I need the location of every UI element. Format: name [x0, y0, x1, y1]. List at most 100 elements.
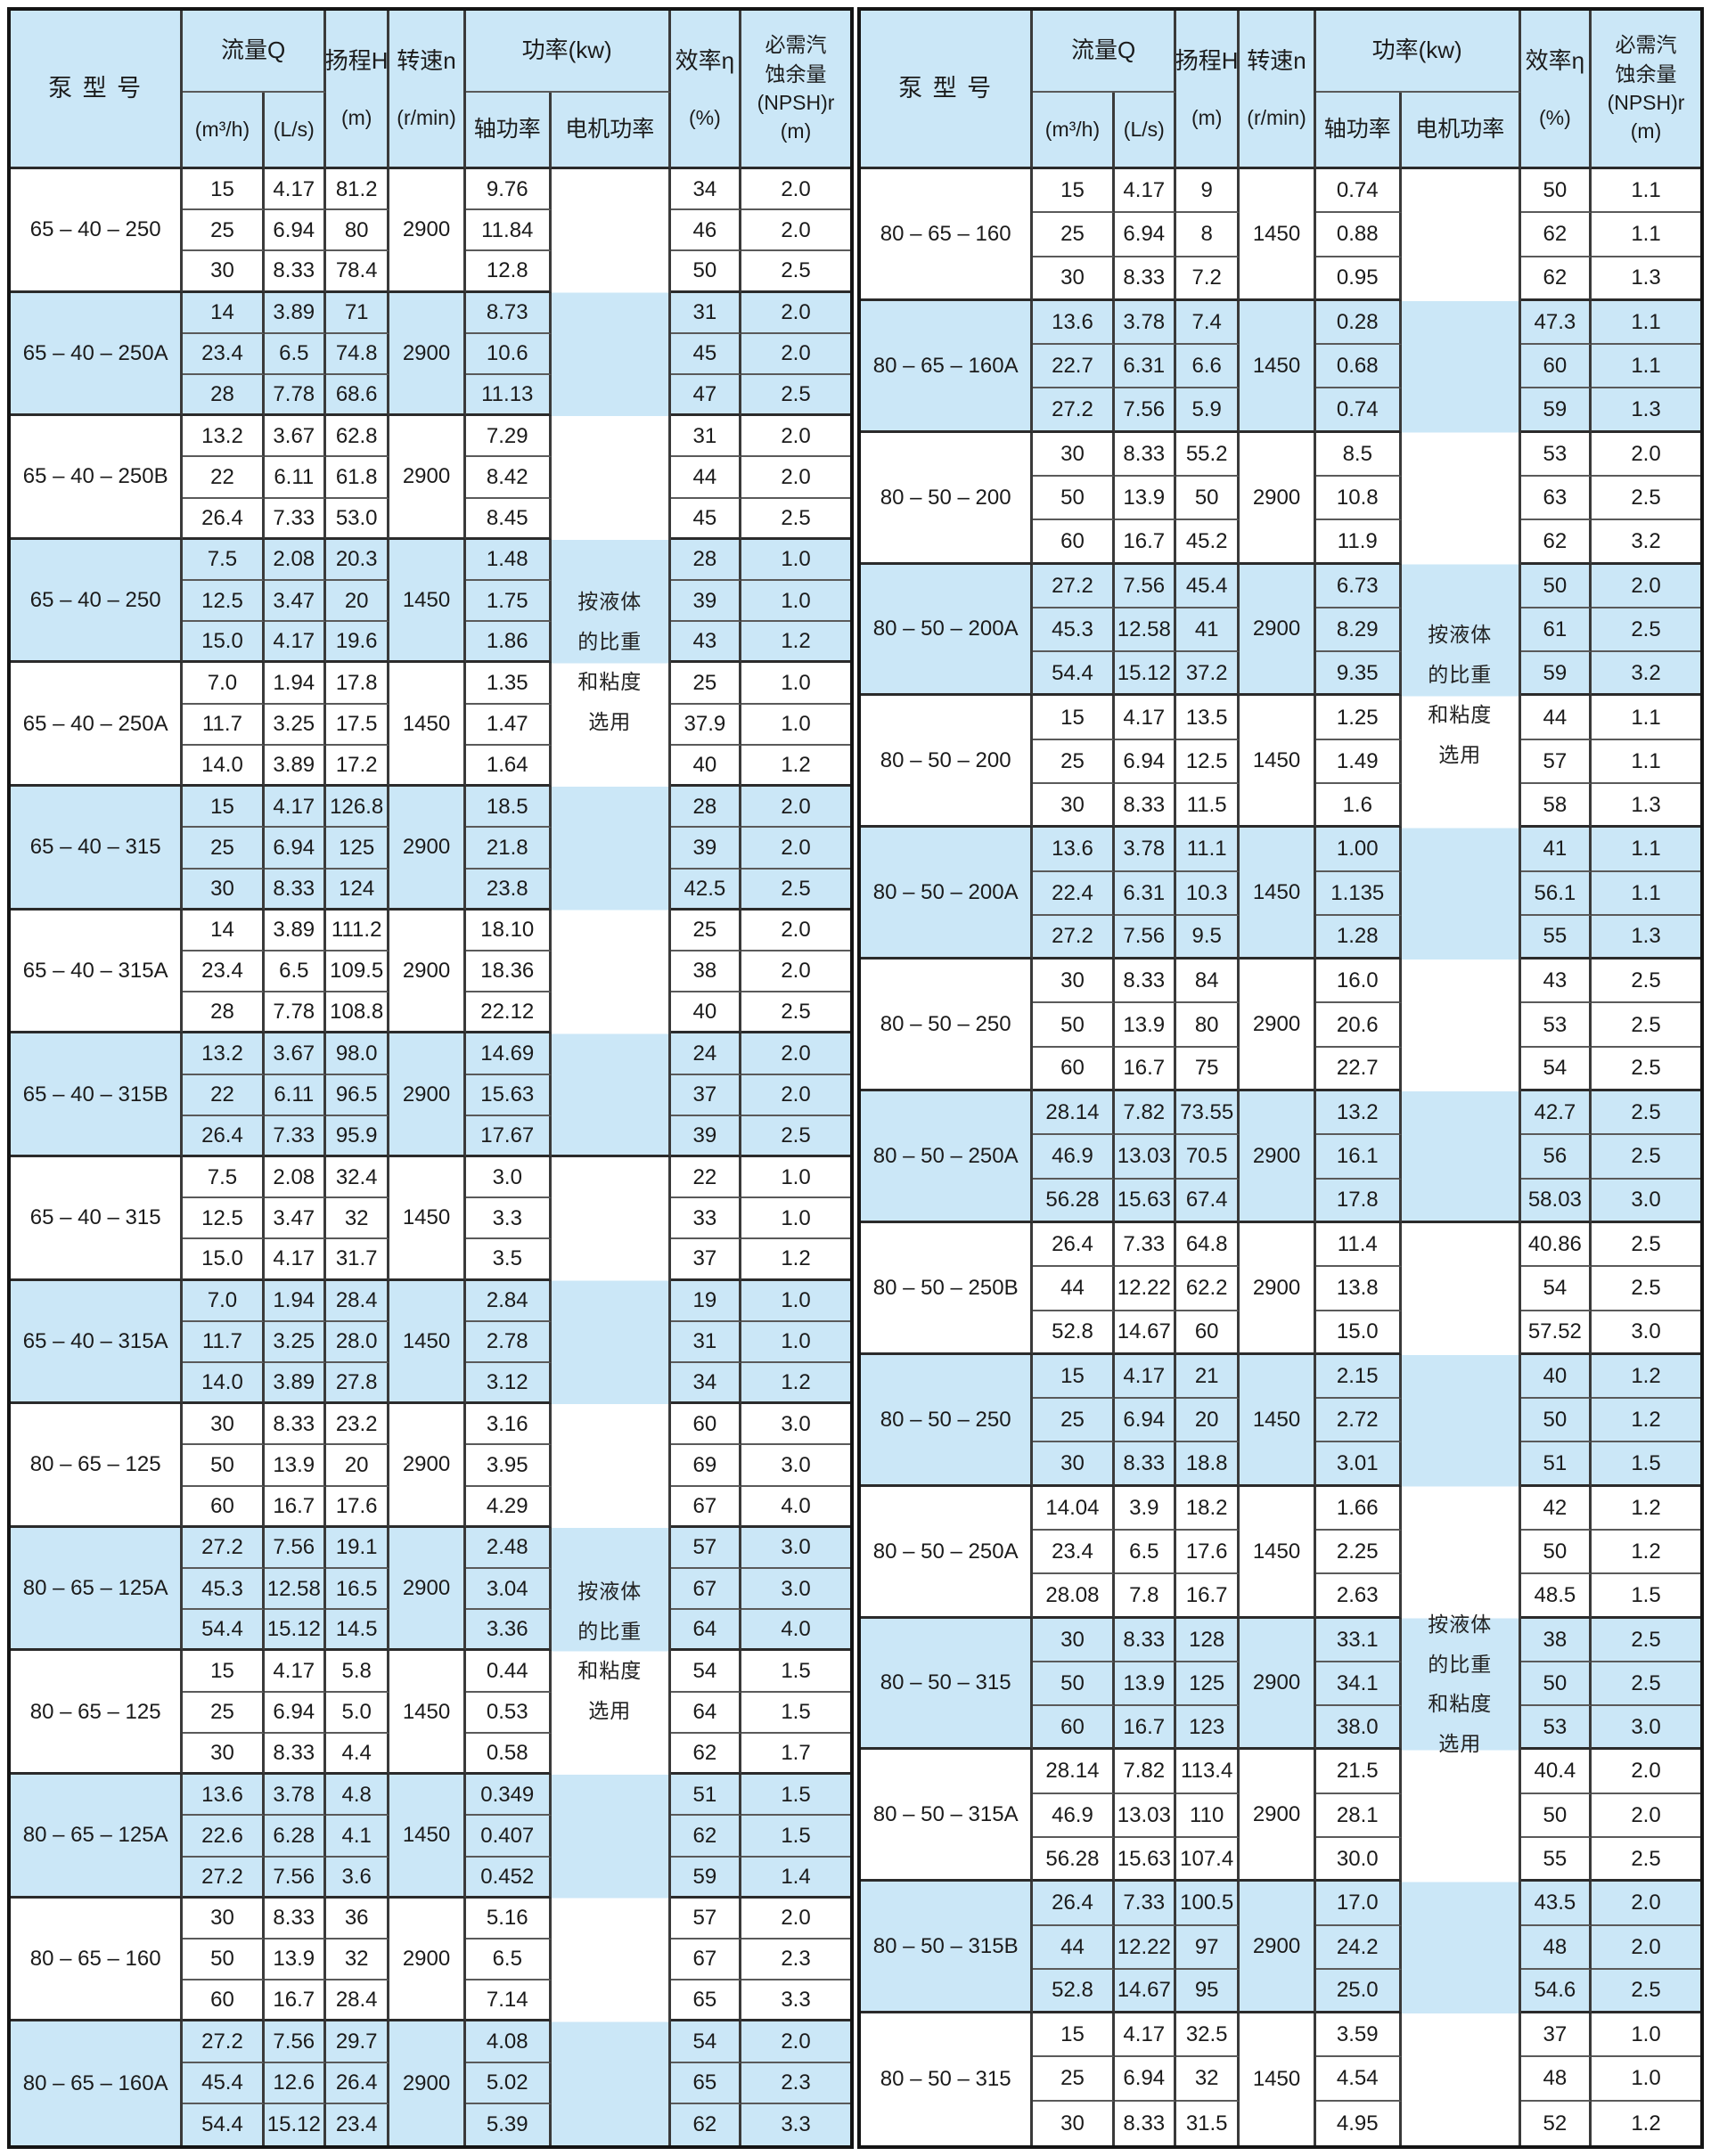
- flow-m3h-cell: 14.0: [183, 745, 265, 788]
- npsh-cell: 1.2: [741, 1239, 850, 1281]
- pump-model-cell: 65 – 40 – 315: [11, 787, 184, 911]
- npsh-cell: 2.5: [741, 251, 850, 293]
- head-cell: 50: [1175, 477, 1240, 521]
- pump-model-cell: 65 – 40 – 315B: [11, 1033, 184, 1157]
- flow-m3h-cell: 50: [1033, 1003, 1115, 1048]
- shaft-power-cell: 0.74: [1315, 388, 1402, 433]
- flow-ls-cell: 8.33: [1114, 257, 1176, 301]
- header-speed-title: 转速n: [1247, 46, 1306, 74]
- flow-ls-cell: 8.33: [264, 1404, 326, 1446]
- flow-m3h-cell: 7.5: [183, 1156, 265, 1199]
- flow-ls-cell: 7.8: [1114, 1574, 1176, 1619]
- npsh-cell: 1.0: [741, 663, 850, 705]
- efficiency-cell: 57: [670, 1898, 742, 1940]
- shaft-power-cell: 3.04: [465, 1569, 552, 1611]
- head-cell: 17.6: [325, 1486, 390, 1528]
- head-cell: 100.5: [1175, 1882, 1240, 1926]
- flow-m3h-cell: 25: [1033, 1399, 1115, 1443]
- flow-ls-cell: 8.33: [1114, 1442, 1176, 1487]
- efficiency-cell: 40.86: [1520, 1222, 1592, 1268]
- efficiency-cell: 37: [670, 1074, 742, 1116]
- efficiency-cell: 65: [670, 2062, 742, 2104]
- npsh-cell: 1.3: [1592, 915, 1700, 960]
- flow-ls-cell: 6.11: [264, 1074, 326, 1116]
- flow-ls-cell: 6.28: [264, 1816, 326, 1858]
- flow-m3h-cell: 28.14: [1033, 1750, 1115, 1794]
- head-cell: 55.2: [1175, 432, 1240, 478]
- head-cell: 78.4: [325, 251, 390, 293]
- flow-m3h-cell: 45.3: [183, 1569, 265, 1611]
- npsh-cell: 2.5: [1592, 960, 1700, 1004]
- efficiency-cell: 42.7: [1520, 1091, 1592, 1136]
- shaft-power-cell: 11.84: [465, 210, 552, 252]
- npsh-cell: 1.3: [1592, 784, 1700, 829]
- head-cell: 37.2: [1175, 652, 1240, 697]
- shaft-power-cell: 10.6: [465, 333, 552, 376]
- npsh-cell: 1.2: [741, 1363, 850, 1405]
- efficiency-cell: 50: [1520, 1793, 1592, 1838]
- speed-cell: 1450: [389, 1651, 466, 1776]
- head-cell: 45.4: [1175, 564, 1240, 608]
- shaft-power-cell: 16.0: [1315, 960, 1402, 1004]
- flow-ls-cell: 13.9: [264, 1445, 326, 1487]
- shaft-power-cell: 3.5: [465, 1239, 552, 1281]
- head-cell: 6.6: [1175, 345, 1240, 389]
- head-cell: 62.2: [1175, 1267, 1240, 1311]
- shaft-power-cell: 1.75: [465, 581, 552, 623]
- flow-ls-cell: 15.12: [1114, 652, 1176, 697]
- npsh-cell: 2.5: [1592, 608, 1700, 653]
- npsh-cell: 2.0: [741, 910, 850, 951]
- shaft-power-cell: 1.35: [465, 663, 552, 705]
- npsh-cell: 3.3: [741, 1980, 850, 2022]
- flow-m3h-cell: 15: [183, 1651, 265, 1693]
- speed-cell: 2900: [389, 787, 466, 911]
- flow-ls-cell: 2.08: [264, 539, 326, 582]
- shaft-power-cell: 3.0: [465, 1156, 552, 1199]
- npsh-cell: 2.3: [741, 1939, 850, 1981]
- npsh-cell: 2.0: [1592, 564, 1700, 608]
- flow-m3h-cell: 7.5: [183, 539, 265, 582]
- head-cell: 4.1: [325, 1816, 390, 1858]
- flow-m3h-cell: 50: [183, 1445, 265, 1487]
- flow-m3h-cell: 14: [183, 910, 265, 951]
- speed-cell: 1450: [389, 539, 466, 664]
- npsh-cell: 2.5: [741, 375, 850, 417]
- shaft-power-cell: 18.36: [465, 951, 552, 993]
- efficiency-cell: 38: [670, 951, 742, 993]
- efficiency-cell: 60: [1520, 345, 1592, 389]
- speed-cell: 2900: [1240, 564, 1316, 697]
- head-cell: 20: [325, 1445, 390, 1487]
- flow-ls-cell: 8.33: [264, 1898, 326, 1940]
- efficiency-cell: 45: [670, 498, 742, 540]
- head-cell: 80: [325, 210, 390, 252]
- flow-ls-cell: 3.25: [264, 1321, 326, 1364]
- head-cell: 45.2: [1175, 520, 1240, 565]
- flow-m3h-cell: 22: [183, 457, 265, 499]
- flow-ls-cell: 12.58: [1114, 608, 1176, 653]
- efficiency-cell: 58.03: [1520, 1179, 1592, 1223]
- flow-ls-cell: 7.82: [1114, 1750, 1176, 1794]
- flow-ls-cell: 8.33: [1114, 960, 1176, 1004]
- flow-m3h-cell: 27.2: [1033, 388, 1115, 433]
- efficiency-cell: 56.1: [1520, 871, 1592, 916]
- flow-m3h-cell: 46.9: [1033, 1135, 1115, 1180]
- efficiency-cell: 48: [1520, 2057, 1592, 2102]
- efficiency-cell: 50: [1520, 1399, 1592, 1443]
- flow-m3h-cell: 15: [183, 787, 265, 829]
- pump-model-cell: 80 – 65 – 160: [861, 169, 1034, 301]
- efficiency-cell: 50: [1520, 564, 1592, 608]
- flow-m3h-cell: 22.6: [183, 1816, 265, 1858]
- flow-ls-cell: 16.7: [264, 1486, 326, 1528]
- npsh-cell: 2.0: [1592, 1882, 1700, 1926]
- head-cell: 17.5: [325, 704, 390, 746]
- flow-ls-cell: 6.5: [1114, 1530, 1176, 1575]
- flow-m3h-cell: 12.5: [183, 1198, 265, 1240]
- header-npsh-line2: 蚀余量: [1615, 61, 1677, 86]
- efficiency-cell: 40: [1520, 1354, 1592, 1400]
- flow-m3h-cell: 30: [183, 869, 265, 911]
- npsh-cell: 1.1: [1592, 696, 1700, 740]
- npsh-cell: 3.0: [1592, 1311, 1700, 1355]
- speed-cell: 1450: [389, 1156, 466, 1281]
- flow-m3h-cell: 15: [1033, 169, 1115, 214]
- head-cell: 73.55: [1175, 1091, 1240, 1136]
